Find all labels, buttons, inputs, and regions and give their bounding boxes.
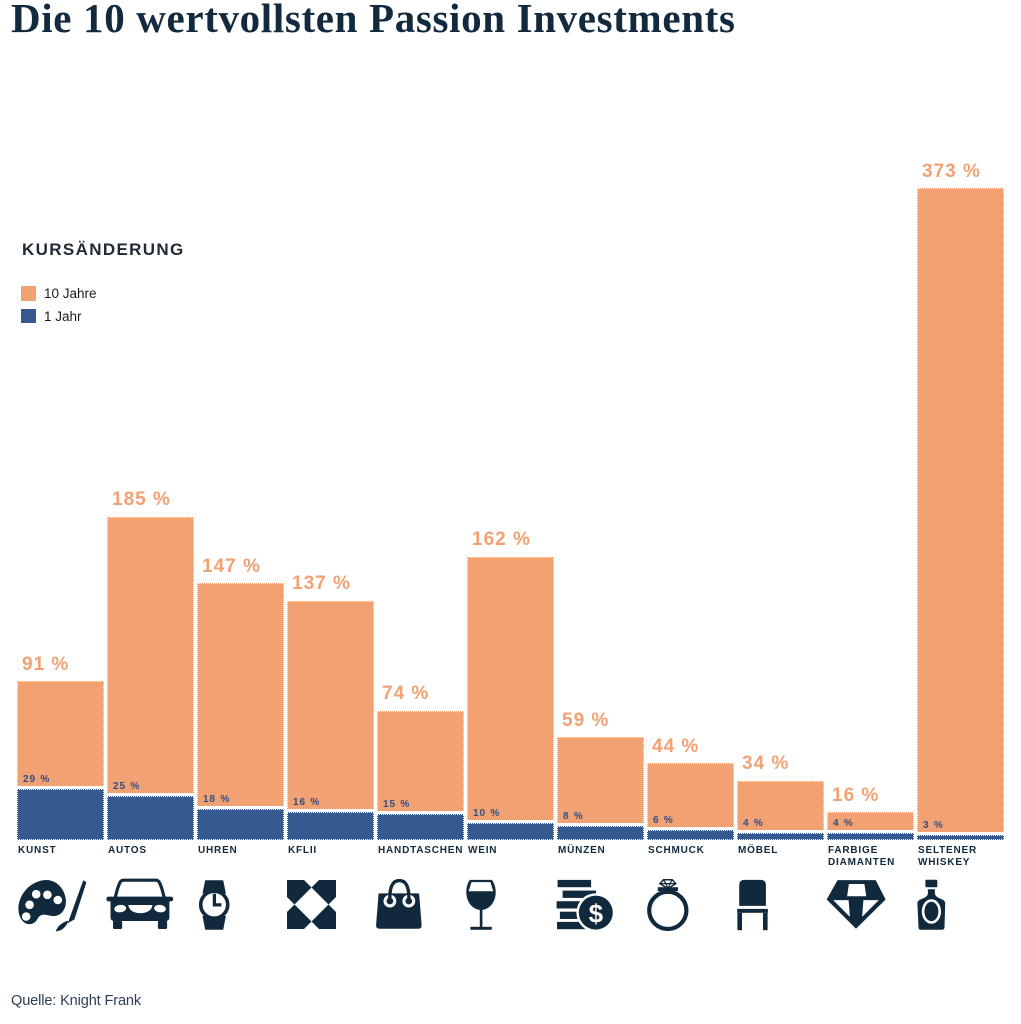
svg-text:$: $	[589, 898, 604, 928]
